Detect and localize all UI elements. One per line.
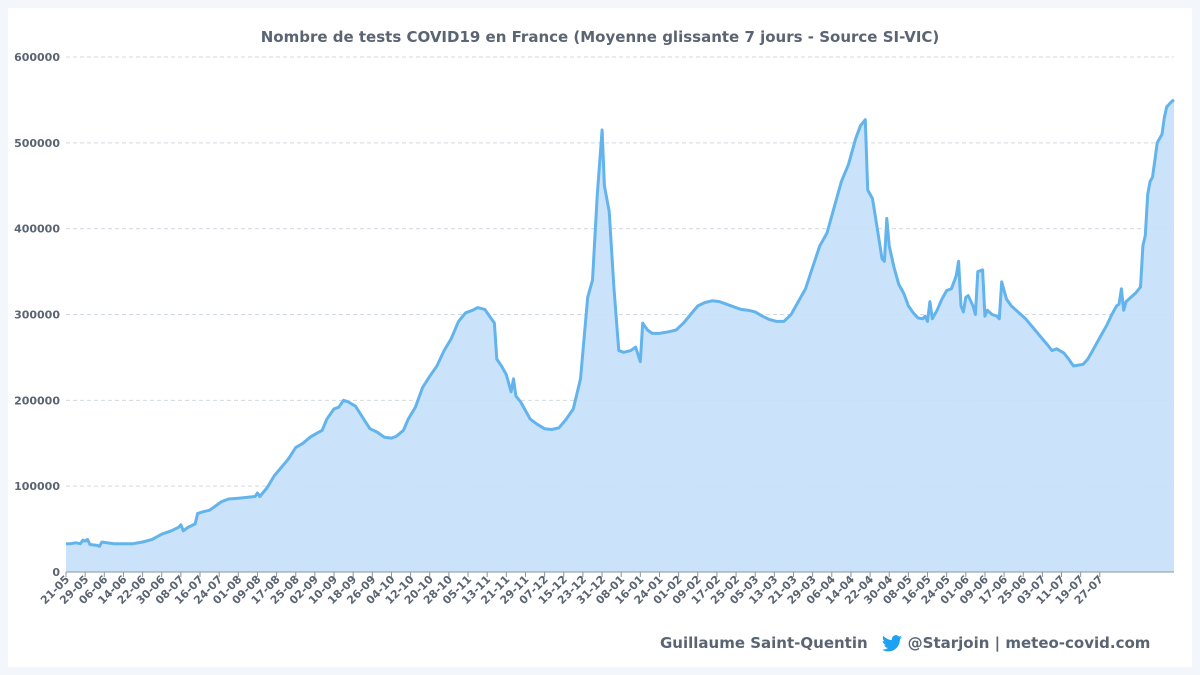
author-name: Guillaume Saint-Quentin bbox=[660, 634, 868, 652]
y-tick-label: 0 bbox=[52, 566, 60, 579]
author-handle: @Starjoin | meteo-covid.com bbox=[907, 634, 1151, 652]
covid-tests-chart: Nombre de tests COVID19 en France (Moyen… bbox=[14, 28, 1175, 607]
chart-frame: Nombre de tests COVID19 en France (Moyen… bbox=[8, 8, 1192, 667]
twitter-bird-icon bbox=[881, 634, 902, 651]
series-line bbox=[66, 98, 1175, 548]
y-tick-label: 400000 bbox=[14, 223, 60, 236]
y-tick-label: 600000 bbox=[14, 51, 60, 64]
credit: Guillaume Saint-Quentin @Starjoin | mete… bbox=[660, 634, 1150, 652]
y-tick-label: 200000 bbox=[14, 394, 60, 407]
y-tick-label: 100000 bbox=[14, 480, 60, 493]
y-tick-label: 500000 bbox=[14, 137, 60, 150]
x-axis: 21-0529-0506-0614-0622-0630-0608-0716-07… bbox=[38, 572, 1106, 607]
chart-title: Nombre de tests COVID19 en France (Moyen… bbox=[261, 28, 940, 46]
y-tick-label: 300000 bbox=[14, 309, 60, 322]
area-fill bbox=[66, 99, 1174, 573]
y-axis: 0 100000 200000 300000 400000 500000 600000 bbox=[14, 51, 60, 579]
